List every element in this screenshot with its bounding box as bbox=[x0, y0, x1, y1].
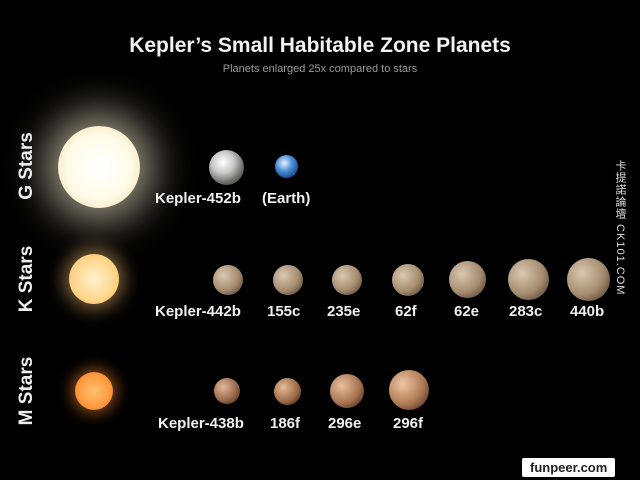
earth-planet bbox=[275, 155, 298, 178]
planet-label-155c: 155c bbox=[267, 303, 301, 320]
planet-label-283c: 283c bbox=[509, 303, 543, 320]
planet-label-235e: 235e bbox=[327, 303, 361, 320]
kepler-283c-planet bbox=[508, 259, 549, 300]
kepler-440b-planet bbox=[567, 258, 610, 301]
page-title: Kepler’s Small Habitable Zone Planets bbox=[129, 34, 511, 57]
g-star bbox=[58, 126, 140, 208]
planet-label-kepler-452b: Kepler-452b bbox=[155, 190, 241, 207]
row-label-m-stars: M Stars bbox=[16, 356, 37, 426]
page-subtitle: Planets enlarged 25x compared to stars bbox=[222, 63, 418, 75]
planet-label-186f: 186f bbox=[270, 415, 301, 432]
kepler-438b-planet bbox=[214, 378, 240, 404]
planet-label-kepler-438b: Kepler-438b bbox=[158, 415, 244, 432]
planet-label-earth: (Earth) bbox=[262, 190, 311, 207]
kepler-296e-planet bbox=[330, 374, 364, 408]
k-star bbox=[69, 254, 119, 304]
kepler-235e-planet bbox=[332, 265, 362, 295]
row-label-k-stars: K Stars bbox=[16, 245, 37, 313]
planet-label-62e: 62e bbox=[454, 303, 480, 320]
side-watermark-text: 卡提諾論壇 CK101.COM bbox=[614, 160, 626, 296]
kepler-442b-planet bbox=[213, 265, 243, 295]
planet-label-440b: 440b bbox=[570, 303, 605, 320]
m-star bbox=[75, 372, 113, 410]
kepler-296f-planet bbox=[389, 370, 429, 410]
kepler-155c-planet bbox=[273, 265, 303, 295]
planet-label-296e: 296e bbox=[328, 415, 362, 432]
kepler-62e-planet bbox=[449, 261, 486, 298]
planet-label-62f: 62f bbox=[395, 303, 417, 320]
planet-label-kepler-442b: Kepler-442b bbox=[155, 303, 241, 320]
kepler-62f-planet bbox=[392, 264, 424, 296]
source-badge: funpeer.com bbox=[522, 458, 616, 477]
kepler-452b-planet bbox=[209, 150, 244, 185]
planet-label-296f: 296f bbox=[393, 415, 424, 432]
row-label-g-stars: G Stars bbox=[16, 132, 37, 200]
kepler-186f-planet bbox=[274, 378, 301, 405]
